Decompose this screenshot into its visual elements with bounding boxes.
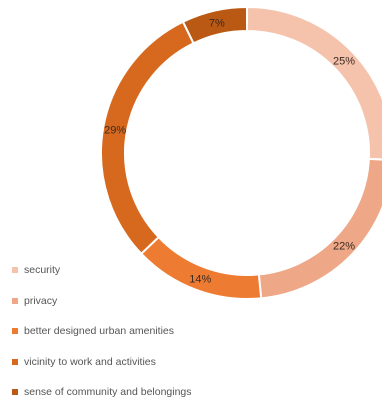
legend-item: privacy bbox=[12, 293, 192, 309]
donut-slice-security bbox=[246, 5, 382, 161]
slice-percent-label: 29% bbox=[104, 124, 126, 136]
slice-percent-label: 22% bbox=[333, 240, 355, 252]
legend-label: sense of community and belongings bbox=[24, 386, 192, 398]
donut-slice-sense-of-community-and-belongings bbox=[181, 5, 248, 45]
legend-swatch bbox=[12, 328, 18, 334]
legend-label: vicinity to work and activities bbox=[24, 355, 156, 368]
legend-item: vicinity to work and activities bbox=[12, 354, 192, 370]
slice-percent-label: 25% bbox=[333, 56, 355, 68]
legend-swatch bbox=[12, 358, 18, 365]
donut-slice-privacy bbox=[257, 157, 382, 300]
legend-swatch bbox=[12, 389, 18, 395]
donut-slice-vicinity-to-work-and-activities bbox=[100, 20, 195, 256]
legend-swatch bbox=[12, 267, 18, 273]
chart-legend: security privacy better designed urban ame… bbox=[12, 262, 192, 415]
donut-slices bbox=[100, 5, 382, 300]
legend-label: security bbox=[24, 264, 61, 276]
legend-item: security bbox=[12, 262, 192, 278]
legend-item: better designed urban amenities bbox=[12, 323, 192, 339]
legend-swatch bbox=[12, 297, 18, 304]
legend-label: privacy bbox=[24, 294, 58, 307]
legend-label: better designed urban amenities bbox=[24, 325, 175, 337]
donut-slice-labels: 25% 22% 14% 29% 7% bbox=[104, 17, 355, 285]
slice-percent-label: 14% bbox=[189, 274, 211, 286]
slice-percent-label: 7% bbox=[209, 17, 225, 29]
legend-item: sense of community and belongings bbox=[12, 384, 192, 400]
donut-chart: 25% 22% 14% 29% 7% bbox=[100, 5, 382, 300]
